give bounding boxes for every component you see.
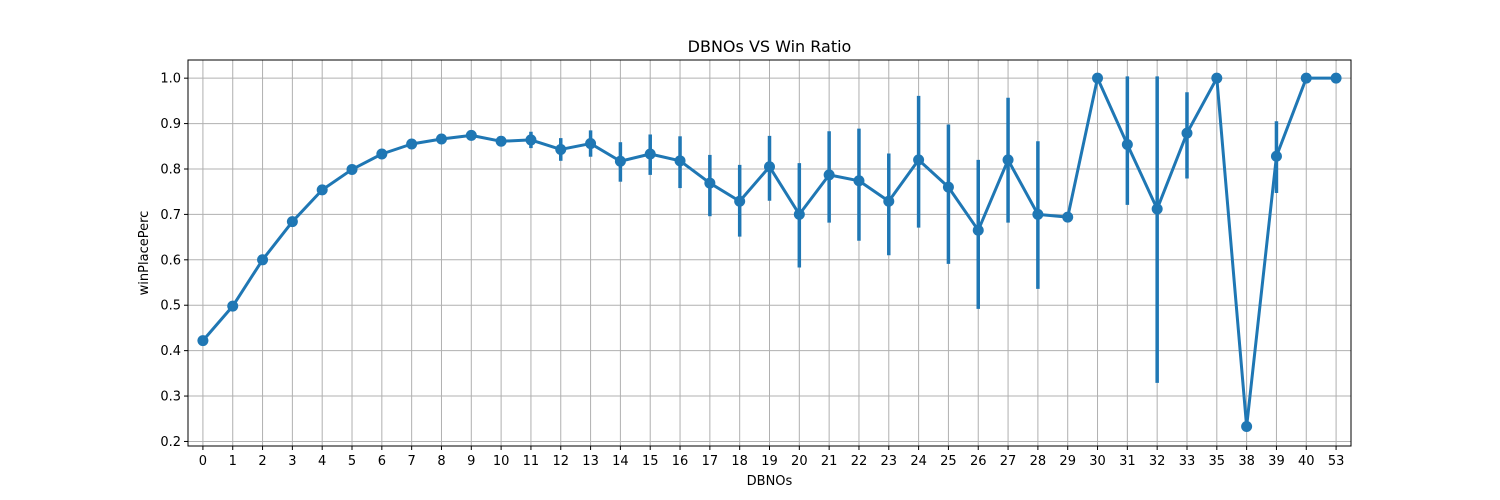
x-tick-label: 5 [348,454,356,469]
data-point [1032,208,1044,220]
data-point [674,155,686,167]
data-point [1241,420,1253,432]
x-tick-label: 9 [467,454,475,469]
x-tick-label: 22 [851,454,868,469]
y-tick-label: 0.4 [160,344,181,359]
data-point [435,133,447,145]
data-point [1121,138,1133,150]
x-tick-label: 35 [1209,454,1226,469]
x-tick-label: 38 [1238,454,1255,469]
data-point [585,138,597,150]
y-axis-label: winPlacePerc [137,211,152,296]
y-tick-label: 0.3 [160,390,181,405]
data-point [346,163,358,175]
x-tick-label: 3 [288,454,296,469]
x-tick-label: 1 [229,454,237,469]
data-point [1270,150,1282,162]
x-tick-label: 23 [881,454,898,469]
x-tick-label: 18 [731,454,748,469]
y-axis-ticks: 0.2 0.3 0.4 0.5 0.6 0.7 0.8 0.9 1.0 [160,72,188,450]
y-tick-label: 0.6 [160,253,181,268]
data-point [1002,154,1014,166]
x-tick-label: 11 [523,454,540,469]
data-point [406,138,418,150]
x-tick-label: 21 [821,454,838,469]
x-tick-label: 8 [437,454,445,469]
x-tick-label: 53 [1328,454,1345,469]
x-tick-label: 4 [318,454,326,469]
x-tick-label: 40 [1298,454,1315,469]
data-point [883,195,895,207]
data-point [614,155,626,167]
x-axis-label: DBNOs [747,474,793,489]
x-tick-label: 32 [1149,454,1166,469]
x-tick-label: 17 [702,454,719,469]
data-point [853,175,865,187]
x-tick-label: 24 [910,454,927,469]
x-tick-label: 16 [672,454,689,469]
x-tick-label: 15 [642,454,659,469]
x-tick-label: 2 [258,454,266,469]
data-point [704,177,716,189]
y-tick-label: 0.2 [160,435,181,450]
data-point [1300,72,1312,84]
y-tick-label: 1.0 [160,72,181,87]
x-tick-label: 27 [1000,454,1017,469]
data-point [793,208,805,220]
data-point [257,254,269,266]
x-tick-label: 25 [940,454,957,469]
data-point [1062,211,1074,223]
data-point [1211,72,1223,84]
x-tick-label: 0 [199,454,207,469]
data-point [734,195,746,207]
data-point [913,154,925,166]
data-point [316,184,328,196]
data-point [1330,72,1342,84]
data-point [942,181,954,193]
data-point [1181,127,1193,139]
x-tick-label: 6 [378,454,386,469]
x-tick-label: 19 [761,454,778,469]
x-tick-label: 39 [1268,454,1285,469]
data-point [286,216,298,228]
data-point [555,143,567,155]
x-tick-label: 30 [1089,454,1106,469]
data-point [465,129,477,141]
data-point [1151,203,1163,215]
series-group [197,72,1342,432]
data-point [376,148,388,160]
y-tick-label: 0.8 [160,162,181,177]
x-tick-label: 7 [408,454,416,469]
y-tick-label: 0.7 [160,208,181,223]
x-axis-ticks: 0 1 2 3 4 5 6 7 8 9 10 11 12 13 14 15 16 17 18 19 20 21 22 23 24… [199,446,1345,469]
y-tick-label: 0.5 [160,299,181,314]
data-point [1092,72,1104,84]
data-point [644,148,656,160]
x-tick-label: 28 [1030,454,1047,469]
y-tick-label: 0.9 [160,117,181,132]
x-tick-label: 13 [582,454,599,469]
data-point [227,300,239,312]
chart-title: DBNOs VS Win Ratio [688,37,852,56]
x-tick-label: 20 [791,454,808,469]
data-point [764,161,775,173]
x-tick-label: 10 [493,454,510,469]
x-tick-label: 26 [970,454,987,469]
x-tick-label: 33 [1179,454,1196,469]
data-point [972,224,984,236]
data-point [525,134,537,146]
x-tick-label: 31 [1119,454,1136,469]
x-tick-label: 14 [612,454,629,469]
x-tick-label: 29 [1059,454,1076,469]
data-point [495,135,507,147]
data-point [823,169,835,181]
x-tick-label: 12 [552,454,569,469]
data-point [197,335,209,347]
